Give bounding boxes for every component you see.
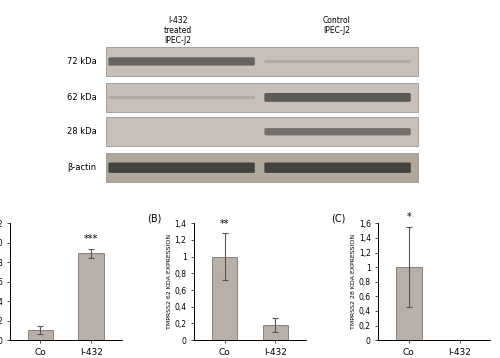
FancyBboxPatch shape — [108, 163, 255, 173]
Text: (C): (C) — [332, 214, 346, 224]
Bar — [28, 330, 53, 340]
Bar — [262, 325, 288, 340]
FancyBboxPatch shape — [106, 117, 418, 146]
FancyBboxPatch shape — [106, 153, 418, 183]
FancyBboxPatch shape — [264, 163, 411, 173]
Text: ***: *** — [84, 234, 98, 244]
FancyBboxPatch shape — [108, 96, 255, 99]
Text: **: ** — [220, 219, 230, 229]
FancyBboxPatch shape — [264, 60, 411, 63]
Y-axis label: TMPRSS2 62 KDA EXPRESSION: TMPRSS2 62 KDA EXPRESSION — [166, 234, 172, 329]
Text: 62 kDa: 62 kDa — [66, 93, 96, 102]
Text: *: * — [406, 212, 411, 222]
Bar — [212, 257, 238, 340]
Text: 28 kDa: 28 kDa — [66, 127, 96, 136]
Bar — [78, 253, 104, 340]
Text: Control
IPEC-J2: Control IPEC-J2 — [322, 16, 350, 35]
FancyBboxPatch shape — [106, 83, 418, 112]
Text: β-actin: β-actin — [68, 163, 96, 172]
Text: 72 kDa: 72 kDa — [66, 57, 96, 66]
FancyBboxPatch shape — [264, 128, 411, 135]
FancyBboxPatch shape — [264, 93, 411, 102]
Text: (B): (B) — [148, 214, 162, 224]
FancyBboxPatch shape — [106, 47, 418, 76]
Text: I-432
treated
IPEC-J2: I-432 treated IPEC-J2 — [164, 16, 192, 45]
FancyBboxPatch shape — [108, 57, 255, 66]
Y-axis label: TMPRSS2 28 KDA EXPRESSION: TMPRSS2 28 KDA EXPRESSION — [351, 234, 356, 329]
Bar — [396, 267, 421, 340]
